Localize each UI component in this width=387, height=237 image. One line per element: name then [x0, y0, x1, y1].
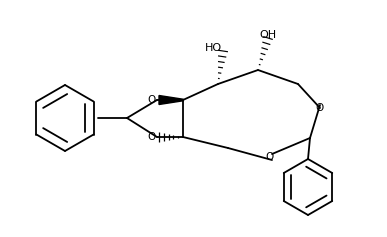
Text: O: O	[266, 152, 274, 162]
Text: O: O	[316, 103, 324, 113]
Text: OH: OH	[259, 30, 277, 40]
Text: HO: HO	[204, 43, 222, 53]
Text: O: O	[148, 95, 156, 105]
Polygon shape	[159, 96, 183, 105]
Text: O: O	[148, 132, 156, 142]
